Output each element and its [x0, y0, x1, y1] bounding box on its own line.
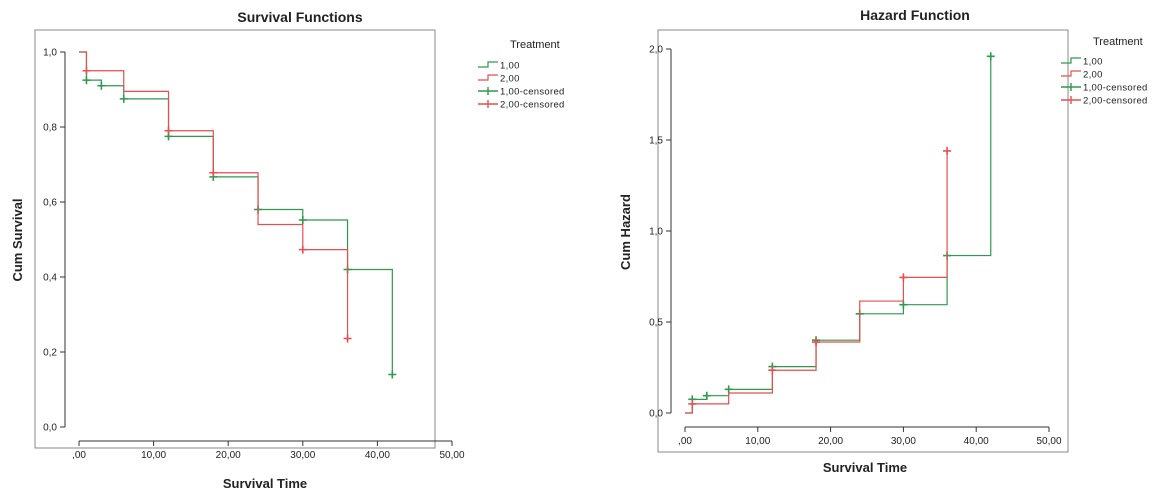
chart-title: Survival Functions — [237, 9, 362, 25]
censored-marker-1 — [97, 81, 106, 90]
legend-censored-swatch — [478, 87, 498, 95]
censored-marker-1 — [119, 94, 128, 103]
censored-marker-1 — [82, 76, 91, 85]
legend-censored-swatch — [1061, 96, 1081, 104]
series-line-1 — [685, 56, 992, 414]
censored-marker-2 — [899, 273, 908, 282]
y-tick-label: 1,0 — [649, 227, 663, 238]
legend-entry: 1,00-censored — [1083, 83, 1148, 94]
x-tick-label: 40,00 — [964, 436, 989, 447]
chart-title: Hazard Function — [860, 7, 970, 23]
censored-marker-1 — [724, 385, 733, 394]
censored-marker-2 — [343, 334, 352, 343]
y-tick-label: 0,4 — [43, 273, 57, 284]
censored-marker-2 — [209, 168, 218, 177]
legend-entry: 2,00 — [500, 74, 520, 85]
legend-step-swatch — [478, 74, 498, 81]
x-tick-label: 20,00 — [216, 450, 241, 461]
y-tick-label: 1,5 — [649, 136, 663, 147]
censored-marker-1 — [986, 52, 995, 61]
x-tick-label: 30,00 — [290, 450, 315, 461]
legend-entry: 1,00 — [1083, 57, 1103, 68]
censored-marker-2 — [688, 399, 697, 408]
x-tick-label: 40,00 — [365, 450, 390, 461]
legend-title: Treatment — [510, 39, 560, 51]
y-tick-label: 0,5 — [649, 318, 663, 329]
legend-entry: 2,00 — [1083, 70, 1103, 81]
legend-step-swatch — [1061, 70, 1081, 77]
y-tick-label: 1,0 — [43, 48, 57, 59]
x-tick-label: 50,00 — [439, 450, 464, 461]
series-line-2 — [79, 51, 349, 339]
x-tick-label: ,00 — [72, 450, 86, 461]
censored-marker-1 — [298, 216, 307, 224]
series-line-1 — [79, 51, 393, 375]
x-axis-label: Survival Time — [823, 460, 907, 475]
y-tick-label: 0,8 — [43, 123, 57, 134]
x-axis-label: Survival Time — [223, 476, 307, 489]
plot-frame — [34, 29, 436, 449]
x-tick-label: 30,00 — [891, 436, 916, 447]
y-tick-label: 2,0 — [649, 45, 663, 56]
legend-title: Treatment — [1093, 36, 1143, 48]
legend-entry: 1,00-censored — [500, 87, 565, 98]
legend-entry: 1,00 — [500, 61, 520, 72]
legend-step-swatch — [1061, 57, 1081, 64]
x-tick-label: 20,00 — [818, 436, 843, 447]
y-tick-label: 0,0 — [649, 409, 663, 420]
y-tick-label: 0,0 — [43, 423, 57, 434]
censored-marker-1 — [899, 300, 908, 309]
y-tick-label: 0,2 — [43, 348, 57, 359]
plot-frame — [657, 29, 1069, 453]
censored-marker-2 — [812, 338, 821, 347]
y-axis-label: Cum Survival — [10, 198, 25, 281]
chart-2: Hazard Function Survival Time Cum Hazard ,0… — [618, 7, 1148, 475]
x-tick-label: 10,00 — [745, 436, 770, 447]
y-tick-label: 0,6 — [43, 198, 57, 209]
y-axis-label: Cum Hazard — [618, 194, 633, 270]
legend-censored-swatch — [1061, 83, 1081, 91]
x-tick-label: 50,00 — [1036, 436, 1061, 447]
censored-marker-2 — [82, 66, 91, 75]
legend-entry: 2,00-censored — [500, 100, 565, 111]
censored-marker-2 — [298, 245, 307, 254]
legend-censored-swatch — [478, 100, 498, 108]
chart-1: Survival Functions Survival Time Cum Survi… — [10, 9, 565, 491]
legend-entry: 2,00-censored — [1083, 96, 1148, 107]
series-line-2 — [685, 150, 948, 414]
censored-marker-2 — [164, 126, 173, 135]
x-tick-label: 10,00 — [141, 450, 166, 461]
censored-marker-1 — [388, 370, 397, 379]
censored-marker-2 — [768, 366, 777, 375]
x-tick-label: ,00 — [678, 436, 692, 447]
censored-marker-1 — [702, 391, 711, 400]
legend-step-swatch — [478, 61, 498, 68]
censored-marker-2 — [943, 146, 952, 155]
